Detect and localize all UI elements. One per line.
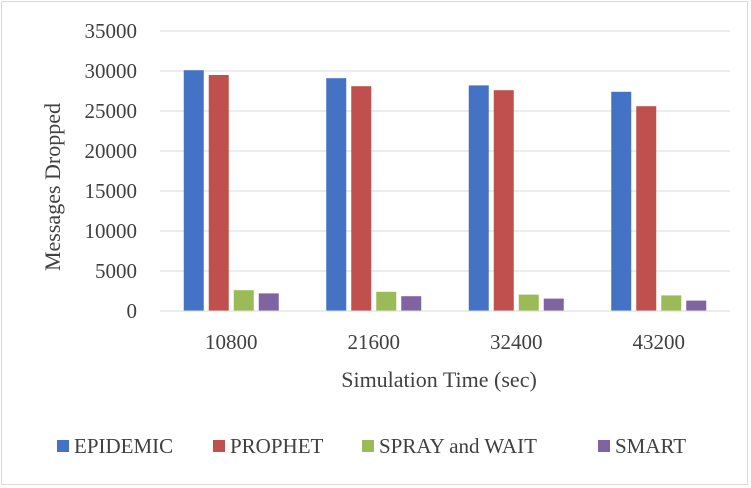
bar-prophet-43200 (636, 106, 657, 311)
y-axis-ticks: 0 5000 10000 15000 20000 25000 30000 35000 (85, 19, 138, 323)
bar-spray-and-wait-10800 (233, 290, 254, 311)
x-tick-label: 32400 (490, 330, 543, 354)
gridlines (160, 30, 730, 272)
bar-smart-43200 (686, 300, 707, 311)
bar-epidemic-21600 (326, 78, 347, 311)
bar-smart-10800 (258, 293, 279, 311)
x-tick-label: 10800 (205, 330, 258, 354)
x-axis-ticks: 10800 21600 32400 43200 (205, 330, 685, 354)
bar-smart-32400 (543, 298, 564, 311)
y-tick-label: 10000 (85, 219, 138, 243)
x-tick-label: 43200 (633, 330, 686, 354)
bar-prophet-32400 (493, 90, 514, 311)
legend-swatch (213, 440, 225, 452)
legend-label: SMART (615, 434, 686, 458)
legend: EPIDEMIC PROPHET SPRAY and WAIT SMART (57, 434, 686, 458)
bar-epidemic-10800 (183, 70, 204, 311)
legend-swatch (57, 440, 69, 452)
y-tick-label: 15000 (85, 179, 138, 203)
y-tick-label: 35000 (85, 19, 138, 43)
bar-prophet-10800 (208, 75, 229, 311)
y-tick-label: 20000 (85, 139, 138, 163)
legend-swatch (598, 440, 610, 452)
y-tick-label: 5000 (95, 259, 137, 283)
x-tick-label: 21600 (348, 330, 401, 354)
bar-spray-and-wait-32400 (518, 294, 539, 311)
bar-smart-21600 (401, 296, 422, 311)
bar-spray-and-wait-43200 (661, 295, 682, 311)
y-tick-label: 0 (127, 299, 138, 323)
bar-epidemic-43200 (611, 91, 632, 311)
legend-label: PROPHET (230, 434, 324, 458)
legend-label: EPIDEMIC (74, 434, 173, 458)
x-axis-title: Simulation Time (sec) (341, 367, 537, 392)
y-tick-label: 25000 (85, 99, 138, 123)
legend-swatch (362, 440, 374, 452)
bar-spray-and-wait-21600 (376, 291, 397, 311)
y-tick-label: 30000 (85, 59, 138, 83)
bars (183, 70, 707, 312)
legend-label: SPRAY and WAIT (379, 434, 537, 458)
y-axis-title: Messages Dropped (40, 103, 65, 271)
bar-epidemic-32400 (468, 85, 489, 312)
bar-prophet-21600 (351, 86, 372, 311)
